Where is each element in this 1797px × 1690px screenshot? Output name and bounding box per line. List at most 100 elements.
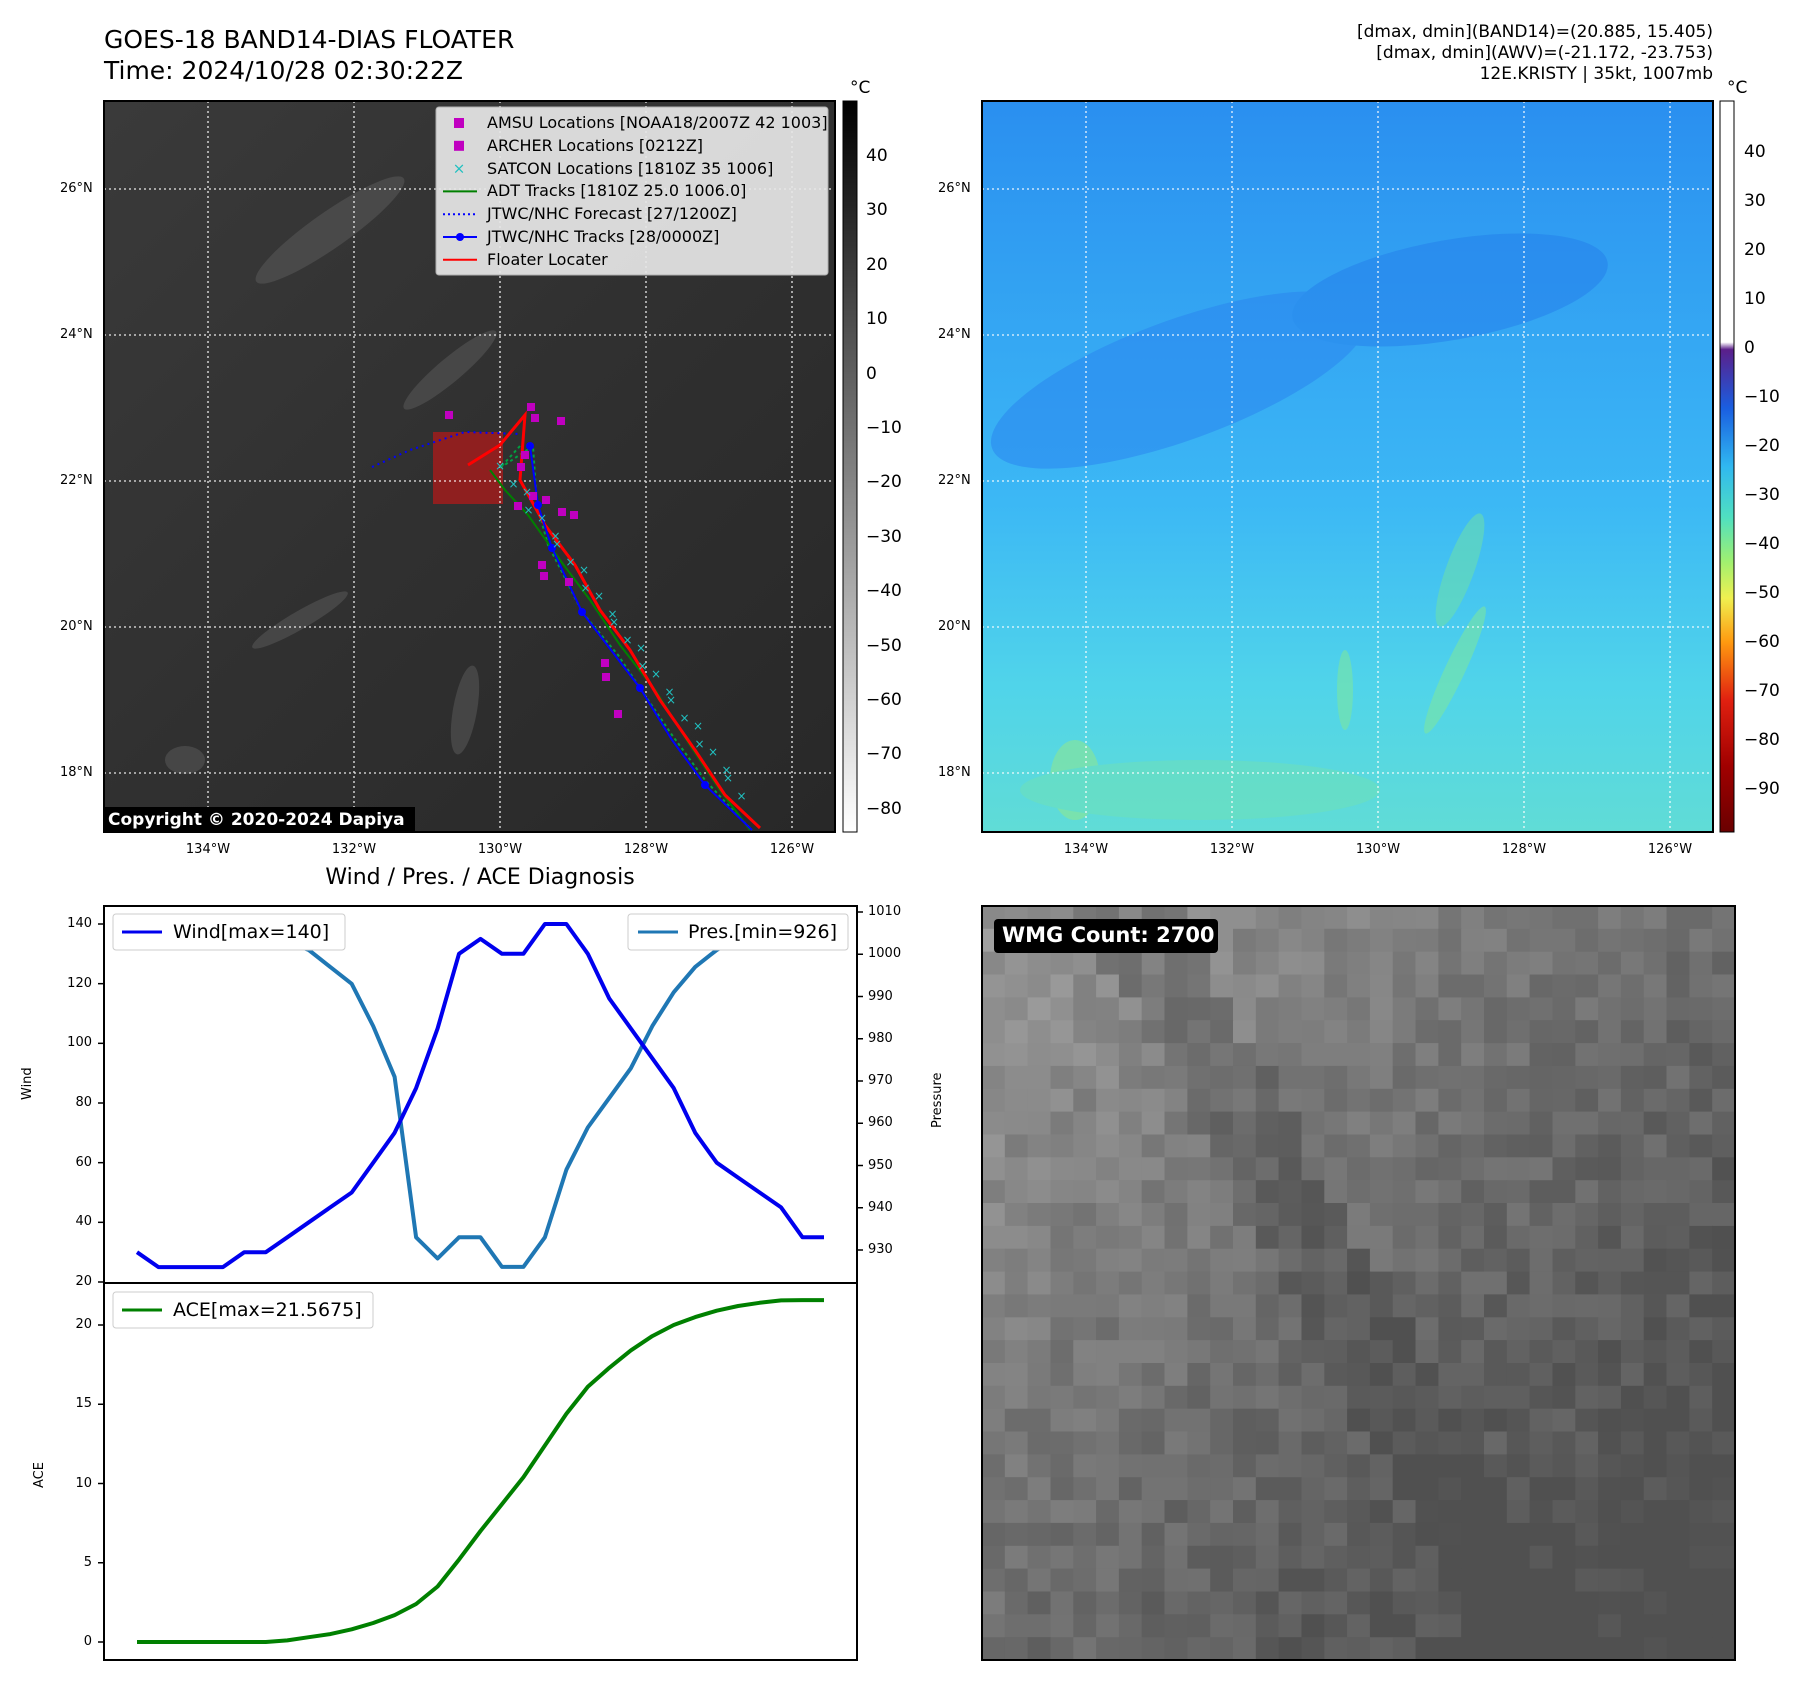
- wmg-pixel: [1255, 1065, 1280, 1090]
- lat-label: 20°N: [60, 619, 93, 634]
- wmg-pixel: [1712, 1271, 1736, 1295]
- wmg-pixel: [1096, 1431, 1120, 1455]
- wmg-pixel: [1324, 1614, 1348, 1638]
- wmg-pixel: [1575, 1043, 1599, 1067]
- wmg-pixel: [1118, 1134, 1143, 1158]
- wmg-pixel: [1004, 1408, 1029, 1433]
- wmg-pixel: [1461, 1568, 1485, 1592]
- wmg-pixel: [1484, 997, 1508, 1021]
- wmg-pixel: [1461, 928, 1485, 953]
- wmg-pixel: [1712, 1385, 1736, 1410]
- wmg-pixel: [1233, 906, 1257, 930]
- satcon-marker: ×: [693, 719, 703, 733]
- wmg-pixel: [1529, 1340, 1553, 1364]
- wmg-pixel: [1210, 1111, 1234, 1135]
- wmg-pixel: [1643, 1203, 1668, 1227]
- wmg-pixel: [1415, 1134, 1439, 1158]
- ir-colorbar-tick: −30: [866, 526, 902, 547]
- wmg-pixel: [1233, 1294, 1257, 1318]
- wmg-pixel: [1666, 1545, 1690, 1570]
- wmg-pixel: [1392, 1294, 1417, 1318]
- wmg-pixel: [1096, 1363, 1120, 1387]
- wmg-pixel: [1118, 997, 1143, 1021]
- wmg-pixel: [1598, 1614, 1622, 1638]
- wmg-pixel: [1620, 1065, 1645, 1090]
- storm-tracks: ××××××××××××××××××××××××××: [371, 403, 762, 831]
- wmg-pixel: [1073, 1568, 1097, 1592]
- wmg-pixel: [1141, 1522, 1166, 1547]
- figure-title-line2: Time: 2024/10/28 02:30:22Z: [104, 56, 463, 85]
- wmg-pixel: [1118, 1568, 1143, 1592]
- wmg-pixel: [1233, 1317, 1257, 1341]
- wmg-pixel: [1620, 1294, 1645, 1318]
- wmg-pixel: [1506, 1500, 1531, 1524]
- wmg-pixel: [1073, 1431, 1097, 1455]
- wmg-pixel: [982, 1500, 1006, 1524]
- wmg-pixel: [1484, 1614, 1508, 1638]
- wmg-pixel: [1187, 1522, 1211, 1547]
- wmg-pixel: [1712, 1591, 1736, 1615]
- wmg-pixel: [1233, 1408, 1257, 1433]
- wmg-pixel: [1096, 1454, 1120, 1478]
- wmg-pixel: [1301, 1568, 1325, 1592]
- wmg-pixel: [1073, 1088, 1097, 1113]
- wmg-pixel: [1187, 1500, 1211, 1524]
- wmg-pixel: [1187, 1614, 1211, 1638]
- wmg-pixel: [1666, 1340, 1690, 1364]
- wmg-pixel: [1712, 1203, 1736, 1227]
- wmg-pixel: [1438, 1591, 1462, 1615]
- wmg-pixel: [1141, 1431, 1166, 1455]
- map-legend-markers: ×: [443, 118, 477, 261]
- wmg-pixel: [1438, 1020, 1462, 1044]
- wmg-pixel: [1506, 1271, 1531, 1295]
- wmg-pixel: [1666, 1111, 1690, 1135]
- wmg-pixel: [1575, 1203, 1599, 1227]
- wmg-pixel: [1096, 997, 1120, 1021]
- wmg-pixel: [1369, 1408, 1394, 1433]
- wmg-pixel: [1369, 1545, 1394, 1570]
- wmg-pixel: [1096, 1522, 1120, 1547]
- wmg-pixel: [1187, 1157, 1211, 1181]
- wmg-pixel: [1552, 1340, 1576, 1364]
- wmg-pixel: [1506, 951, 1531, 976]
- wmg-pixel: [1278, 1111, 1302, 1135]
- satcon-marker: ×: [622, 633, 632, 647]
- wmg-pixel: [1415, 1454, 1439, 1478]
- ace-tick-label: 0: [83, 1634, 92, 1649]
- wmg-pixel: [1233, 1020, 1257, 1044]
- wmg-pixel: [1301, 1271, 1325, 1295]
- ace-tick-label: 5: [83, 1554, 92, 1570]
- wmg-pixel: [1118, 1065, 1143, 1090]
- wmg-pixel: [1598, 906, 1622, 930]
- pressure-tick-label: 990: [868, 988, 893, 1004]
- wmg-pixel: [1187, 974, 1211, 998]
- satcon-marker: ×: [495, 459, 505, 473]
- wmg-pixel: [1096, 1157, 1120, 1181]
- wmg-pixel: [1324, 1180, 1348, 1204]
- wmg-pixel: [1164, 1180, 1188, 1204]
- satcon-marker: ×: [666, 693, 676, 707]
- wmg-pixel: [1666, 1637, 1690, 1661]
- wmg-pixel: [1575, 1477, 1599, 1501]
- wmg-pixel: [1712, 1637, 1736, 1661]
- wmg-pixel: [1210, 1157, 1234, 1181]
- wmg-pixel: [1278, 1477, 1302, 1501]
- wmg-pixel: [1415, 1225, 1439, 1250]
- wmg-pixel: [1187, 1454, 1211, 1478]
- wmg-pixel: [1255, 1545, 1280, 1570]
- wmg-pixel: [1620, 1340, 1645, 1364]
- wmg-pixel: [1118, 1408, 1143, 1433]
- wmg-pixel: [1118, 1294, 1143, 1318]
- wmg-pixel: [1643, 1065, 1668, 1090]
- wmg-pixel: [1415, 906, 1439, 930]
- wmg-pixel: [1689, 928, 1713, 953]
- wmg-pixel: [1689, 1088, 1713, 1113]
- wmg-pixel: [1620, 1522, 1645, 1547]
- wmg-pixel: [1484, 1363, 1508, 1387]
- wmg-pixel: [1415, 951, 1439, 976]
- best-track-point: [534, 501, 542, 509]
- wmg-pixel: [1118, 1545, 1143, 1570]
- wmg-pixel: [1620, 1637, 1645, 1661]
- wmg-pixel: [1666, 1408, 1690, 1433]
- wmg-pixel: [1392, 1385, 1417, 1410]
